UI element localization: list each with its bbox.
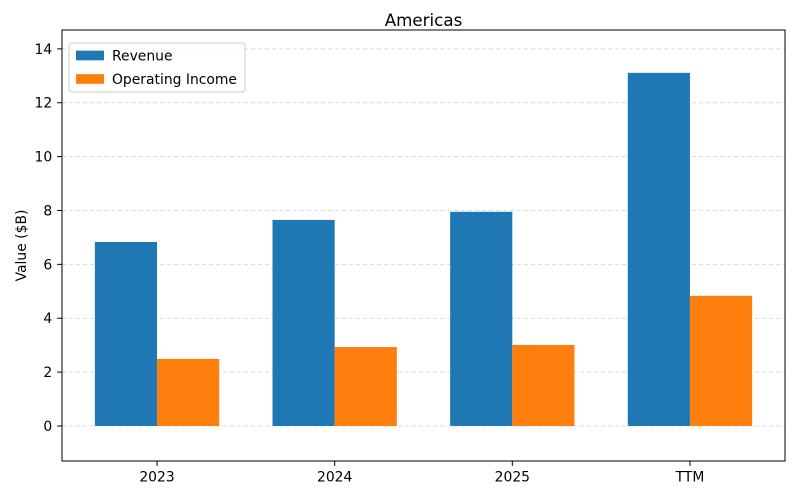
x-tick-label: 2025 bbox=[495, 470, 530, 486]
bar-operating-income-2024 bbox=[334, 347, 397, 426]
legend-swatch bbox=[76, 50, 104, 61]
x-tick-label: TTM bbox=[675, 470, 705, 486]
y-tick-label: 12 bbox=[35, 96, 53, 112]
x-tick-label: 2023 bbox=[139, 470, 174, 486]
legend-frame bbox=[68, 42, 246, 93]
legend-item-operating-income: Operating Income bbox=[76, 72, 237, 88]
legend-label: Revenue bbox=[112, 49, 173, 65]
y-axis: 0 2 4 6 8 10 12 14 bbox=[35, 42, 62, 435]
y-tick-label: 2 bbox=[43, 365, 52, 381]
y-tick-label: 8 bbox=[43, 203, 52, 219]
y-tick-label: 14 bbox=[35, 42, 53, 58]
bar-operating-income-2023 bbox=[157, 358, 220, 426]
y-tick-label: 4 bbox=[43, 311, 52, 327]
bar-revenue-2023 bbox=[94, 241, 158, 426]
legend-item-revenue: Revenue bbox=[76, 49, 173, 65]
chart-title: Americas bbox=[385, 10, 463, 30]
x-tick-label: 2024 bbox=[317, 470, 353, 486]
bar-revenue-ttm bbox=[627, 72, 690, 426]
bar-revenue-2025 bbox=[450, 211, 513, 426]
legend: Revenue Operating Income bbox=[68, 42, 246, 93]
legend-swatch bbox=[76, 74, 104, 84]
x-axis: 2023 2024 2025 TTM bbox=[139, 461, 704, 486]
y-tick-label: 10 bbox=[35, 150, 53, 166]
legend-label: Operating Income bbox=[112, 72, 237, 88]
bar-operating-income-ttm bbox=[689, 295, 753, 426]
bar-revenue-2024 bbox=[272, 219, 335, 426]
bars bbox=[94, 72, 753, 426]
y-tick-label: 0 bbox=[43, 419, 52, 435]
bar-operating-income-2025 bbox=[512, 344, 575, 426]
plot-frame bbox=[61, 29, 786, 462]
y-axis-label: Value ($B) bbox=[14, 210, 30, 282]
y-tick-label: 6 bbox=[43, 257, 52, 273]
